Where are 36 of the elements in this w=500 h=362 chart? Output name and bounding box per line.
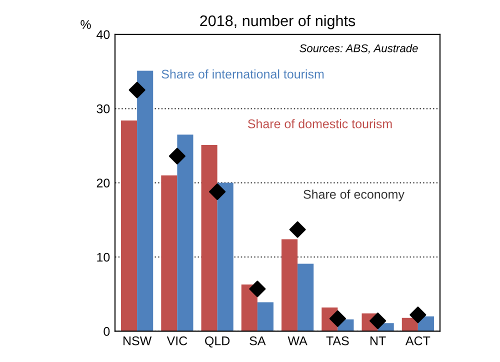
bar — [282, 239, 298, 332]
bar — [121, 120, 138, 332]
y-tick-label: 20 — [96, 178, 110, 188]
x-tick-label: QLD — [205, 336, 230, 348]
y-tick-label: 0 — [104, 327, 110, 336]
bar — [257, 302, 274, 332]
series-label: Share of economy — [304, 190, 404, 202]
chart-title: 2018, number of nights — [200, 14, 356, 30]
text: Share of domestic tourism — [248, 119, 392, 128]
y-axis-title: % — [80, 20, 91, 29]
point — [410, 306, 426, 324]
y-tick-label: 30 — [96, 104, 110, 114]
annotation: Sources: ABS, Austrade — [300, 44, 418, 54]
x-tick-label: TAS — [326, 336, 349, 346]
bar — [137, 70, 154, 332]
x-tick-label: NT — [370, 336, 386, 346]
bar — [201, 144, 218, 332]
x-tick-label: VIC — [166, 336, 188, 346]
point — [168, 148, 186, 164]
x-tick-label: ACT — [405, 336, 430, 346]
point — [128, 82, 146, 98]
series-label: Share of international tourism — [162, 69, 324, 79]
y-tick-label: 40 — [96, 30, 110, 40]
y-tick-label: 10 — [97, 252, 110, 262]
point — [249, 280, 266, 298]
point — [209, 183, 226, 200]
bar — [217, 182, 234, 332]
point — [370, 312, 386, 330]
bar — [161, 175, 178, 332]
x-tick-label: SA — [250, 336, 266, 346]
point — [329, 310, 346, 327]
x-tick-label: NSW — [124, 336, 152, 346]
x-tick-label: WA — [288, 336, 308, 346]
point — [289, 221, 306, 238]
bar — [298, 264, 314, 332]
bar — [177, 134, 194, 332]
